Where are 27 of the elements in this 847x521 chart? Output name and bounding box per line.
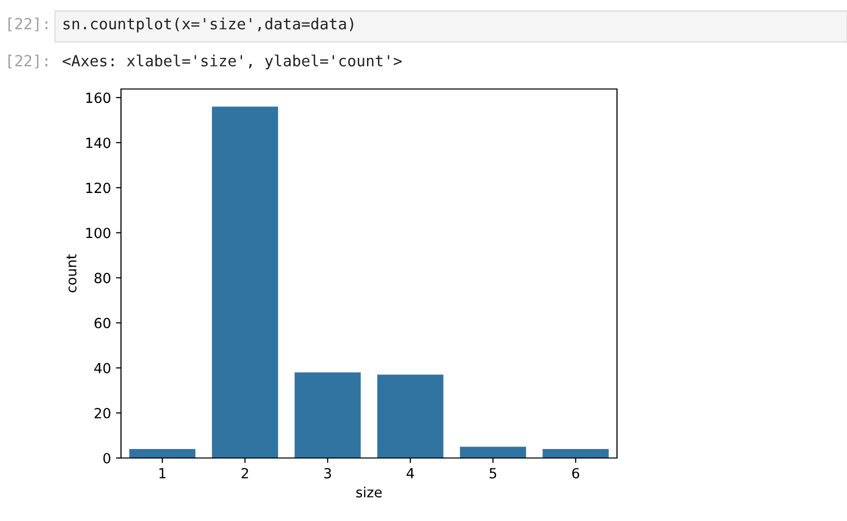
y-tick-label: 0	[103, 452, 110, 464]
text: <Axes: xlabel='size', ylabel='count'>	[62, 54, 402, 70]
text: sn.countplot(x='size',data=data)	[64, 18, 354, 32]
x-tick-label: 4	[406, 468, 414, 478]
bar	[212, 106, 278, 458]
x-tick-label: 5	[490, 468, 496, 478]
text: [22]:	[8, 18, 48, 32]
y-tick-label: 160	[86, 92, 110, 104]
bar	[129, 448, 196, 458]
x-tick-label: 6	[572, 468, 580, 478]
y-tick-label: 60	[94, 318, 110, 328]
y-tick-label: 20	[94, 408, 110, 418]
x-tick-label: 3	[324, 468, 331, 478]
y-axis-title: count	[66, 254, 77, 292]
y-tick-label: 100	[86, 228, 110, 238]
x-axis-title: size	[356, 486, 382, 498]
y-tick-label: 40	[94, 362, 110, 374]
bar	[460, 446, 526, 458]
x-tick-label: 2	[242, 468, 248, 478]
y-tick-label: 120	[86, 182, 110, 194]
y-tick-label: 80	[94, 272, 110, 284]
bar	[294, 372, 361, 458]
y-tick-label: 140	[86, 138, 110, 148]
bar	[542, 448, 609, 458]
text: [22]:	[8, 54, 48, 68]
bar	[377, 374, 444, 458]
x-tick-label: 1	[159, 468, 166, 478]
